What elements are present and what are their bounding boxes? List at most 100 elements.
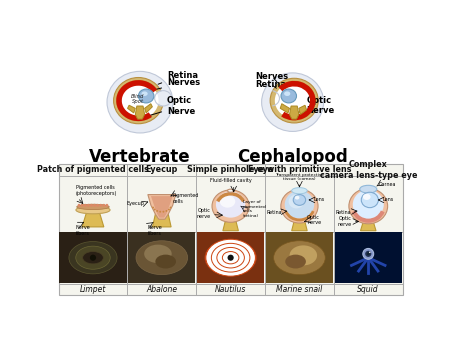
Ellipse shape <box>96 204 99 207</box>
Ellipse shape <box>170 207 171 209</box>
Ellipse shape <box>206 239 256 276</box>
Ellipse shape <box>363 194 371 200</box>
Polygon shape <box>299 105 306 115</box>
Ellipse shape <box>81 204 84 207</box>
Ellipse shape <box>168 209 170 211</box>
Ellipse shape <box>365 251 371 257</box>
Ellipse shape <box>93 204 96 207</box>
Ellipse shape <box>363 248 374 259</box>
FancyBboxPatch shape <box>335 232 402 283</box>
Text: Nerve
fibers: Nerve fibers <box>76 225 91 236</box>
Ellipse shape <box>369 251 371 253</box>
Ellipse shape <box>349 188 387 224</box>
Polygon shape <box>144 104 153 113</box>
Text: Retina: Retina <box>256 80 287 89</box>
Ellipse shape <box>205 240 256 275</box>
Ellipse shape <box>159 211 161 213</box>
Ellipse shape <box>353 190 384 219</box>
Ellipse shape <box>90 204 93 207</box>
Text: Limpet: Limpet <box>80 285 106 294</box>
FancyBboxPatch shape <box>197 232 264 283</box>
Ellipse shape <box>222 251 239 264</box>
Polygon shape <box>289 106 299 119</box>
Ellipse shape <box>106 204 108 207</box>
Ellipse shape <box>141 91 148 96</box>
Ellipse shape <box>162 211 164 213</box>
Text: Nerves: Nerves <box>256 72 288 82</box>
Ellipse shape <box>361 192 378 208</box>
Ellipse shape <box>152 207 154 209</box>
Text: Cornea: Cornea <box>379 182 396 187</box>
Ellipse shape <box>90 255 96 261</box>
Ellipse shape <box>285 191 314 218</box>
Text: Transparent protective
tissue (cornea): Transparent protective tissue (cornea) <box>275 173 324 182</box>
Text: Lens: Lens <box>382 197 393 202</box>
FancyBboxPatch shape <box>59 232 126 283</box>
Text: Simple pinhole eye: Simple pinhole eye <box>188 165 274 174</box>
Text: Pigmented cells
(photoreceptors): Pigmented cells (photoreceptors) <box>76 185 117 196</box>
Polygon shape <box>127 105 135 113</box>
Text: Squid: Squid <box>357 285 379 294</box>
Text: Eyecup: Eyecup <box>127 201 145 206</box>
Ellipse shape <box>156 210 158 212</box>
Ellipse shape <box>275 83 314 118</box>
Polygon shape <box>148 195 176 219</box>
Ellipse shape <box>118 82 158 119</box>
Polygon shape <box>292 221 307 231</box>
Text: Nerves: Nerves <box>157 78 200 89</box>
Text: Vertebrate: Vertebrate <box>89 148 191 166</box>
Ellipse shape <box>107 71 173 133</box>
Ellipse shape <box>154 209 156 211</box>
Ellipse shape <box>83 251 104 264</box>
Ellipse shape <box>76 206 110 214</box>
Text: Marine snail: Marine snail <box>276 285 323 294</box>
Ellipse shape <box>144 245 172 263</box>
Text: Optic
nerve: Optic nerve <box>196 209 211 219</box>
Ellipse shape <box>217 247 244 268</box>
Ellipse shape <box>281 89 297 103</box>
Ellipse shape <box>84 204 86 207</box>
Ellipse shape <box>285 255 306 268</box>
Text: Fluid-filled cavity: Fluid-filled cavity <box>210 178 252 183</box>
Ellipse shape <box>155 91 172 106</box>
Ellipse shape <box>292 188 307 194</box>
FancyBboxPatch shape <box>58 164 403 295</box>
Text: Layer of
pigmented
cells
(retina): Layer of pigmented cells (retina) <box>243 200 267 218</box>
Ellipse shape <box>281 189 318 223</box>
Text: Optic
Nerve: Optic Nerve <box>150 96 195 116</box>
Ellipse shape <box>288 195 304 209</box>
Text: Optic
nerve: Optic nerve <box>307 215 321 225</box>
Text: Nerve
fibers: Nerve fibers <box>148 225 162 236</box>
Text: Optic
nerve: Optic nerve <box>337 216 351 227</box>
Ellipse shape <box>76 246 110 269</box>
Ellipse shape <box>295 196 299 199</box>
Ellipse shape <box>360 185 377 193</box>
Text: Retina: Retina <box>336 210 351 215</box>
Ellipse shape <box>113 77 163 124</box>
Ellipse shape <box>216 192 245 218</box>
FancyBboxPatch shape <box>266 232 333 283</box>
Ellipse shape <box>228 189 234 192</box>
Text: Retina: Retina <box>158 71 198 84</box>
Ellipse shape <box>270 78 318 123</box>
Polygon shape <box>153 213 171 227</box>
Ellipse shape <box>289 245 317 265</box>
Text: Nautilus: Nautilus <box>215 285 246 294</box>
Ellipse shape <box>69 242 117 274</box>
Ellipse shape <box>139 89 154 103</box>
Polygon shape <box>82 212 104 227</box>
Text: Abalone: Abalone <box>146 285 177 294</box>
Polygon shape <box>151 196 173 218</box>
Text: Cephalopod: Cephalopod <box>237 148 348 166</box>
Ellipse shape <box>367 252 370 256</box>
Ellipse shape <box>212 243 250 272</box>
Ellipse shape <box>220 195 235 208</box>
Ellipse shape <box>166 210 167 212</box>
Text: Lens: Lens <box>313 197 324 202</box>
Ellipse shape <box>228 255 234 261</box>
Ellipse shape <box>87 204 90 207</box>
Ellipse shape <box>99 204 102 207</box>
Text: Retina: Retina <box>267 210 283 215</box>
Polygon shape <box>223 221 238 231</box>
Ellipse shape <box>284 91 290 96</box>
